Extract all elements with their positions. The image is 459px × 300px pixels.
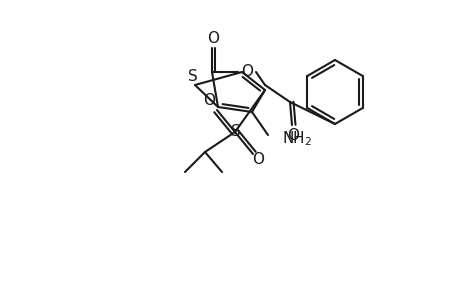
Text: O: O <box>241 64 252 79</box>
Text: NH$_2$: NH$_2$ <box>281 130 312 148</box>
Text: S: S <box>230 124 241 139</box>
Text: O: O <box>207 31 218 46</box>
Text: O: O <box>286 128 298 142</box>
Text: S: S <box>188 68 197 83</box>
Text: O: O <box>252 152 263 166</box>
Text: O: O <box>202 92 214 107</box>
